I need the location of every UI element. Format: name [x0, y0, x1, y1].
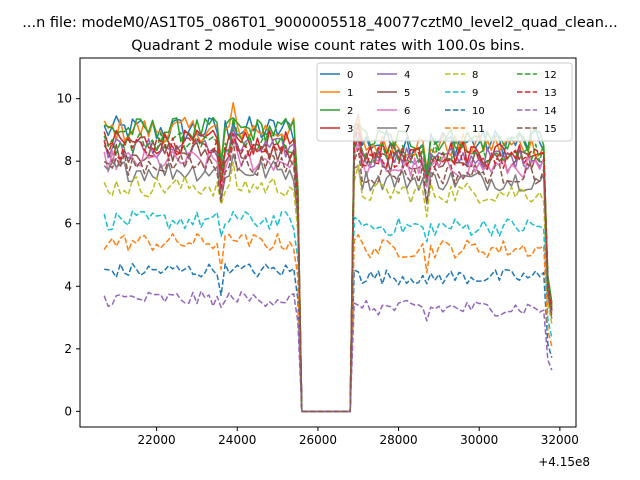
x-tick-label: 26000 — [299, 433, 337, 447]
x-tick-label: 32000 — [541, 433, 579, 447]
legend-label-0: 0 — [347, 70, 353, 81]
y-tick-label: 6 — [64, 217, 72, 231]
legend-label-1: 1 — [347, 88, 353, 99]
legend-frame — [316, 62, 573, 142]
legend-label-11: 11 — [472, 124, 485, 135]
y-tick-label: 10 — [57, 92, 72, 106]
legend-label-8: 8 — [472, 70, 478, 81]
y-tick-label: 2 — [64, 342, 72, 356]
axes-frame — [79, 57, 577, 428]
legend-label-3: 3 — [347, 124, 353, 135]
legend-label-13: 13 — [544, 88, 557, 99]
y-tick-label: 0 — [64, 404, 72, 418]
x-tick-label: 28000 — [379, 433, 417, 447]
legend-label-2: 2 — [347, 106, 353, 117]
chart-suptitle: ...n file: modeM0/AS1T05_086T01_90000055… — [22, 15, 617, 31]
x-tick-label: 22000 — [138, 433, 176, 447]
x-tick-label: 24000 — [218, 433, 256, 447]
series-line-11 — [103, 233, 553, 413]
x-axis: 22000 24000 26000 28000 30000 32000 — [138, 427, 579, 447]
x-tick-label: 30000 — [460, 433, 498, 447]
chart-title: Quadrant 2 module wise count rates with … — [131, 38, 525, 54]
y-tick-label: 8 — [64, 154, 72, 168]
legend-label-10: 10 — [472, 106, 485, 117]
legend-label-7: 7 — [404, 124, 410, 135]
legend-label-12: 12 — [544, 70, 557, 81]
legend-label-15: 15 — [544, 124, 557, 135]
series-line-15 — [103, 140, 553, 413]
y-axis: 0 2 4 6 8 10 — [57, 92, 80, 418]
series-line-9 — [103, 210, 553, 413]
legend-label-5: 5 — [404, 88, 410, 99]
plot-lines — [103, 101, 553, 413]
legend-label-14: 14 — [544, 106, 557, 117]
legend-label-9: 9 — [472, 88, 478, 99]
legend-label-4: 4 — [404, 70, 410, 81]
legend-label-6: 6 — [404, 106, 410, 117]
y-tick-label: 4 — [64, 279, 72, 293]
x-offset-label: +4.15e8 — [538, 455, 590, 469]
